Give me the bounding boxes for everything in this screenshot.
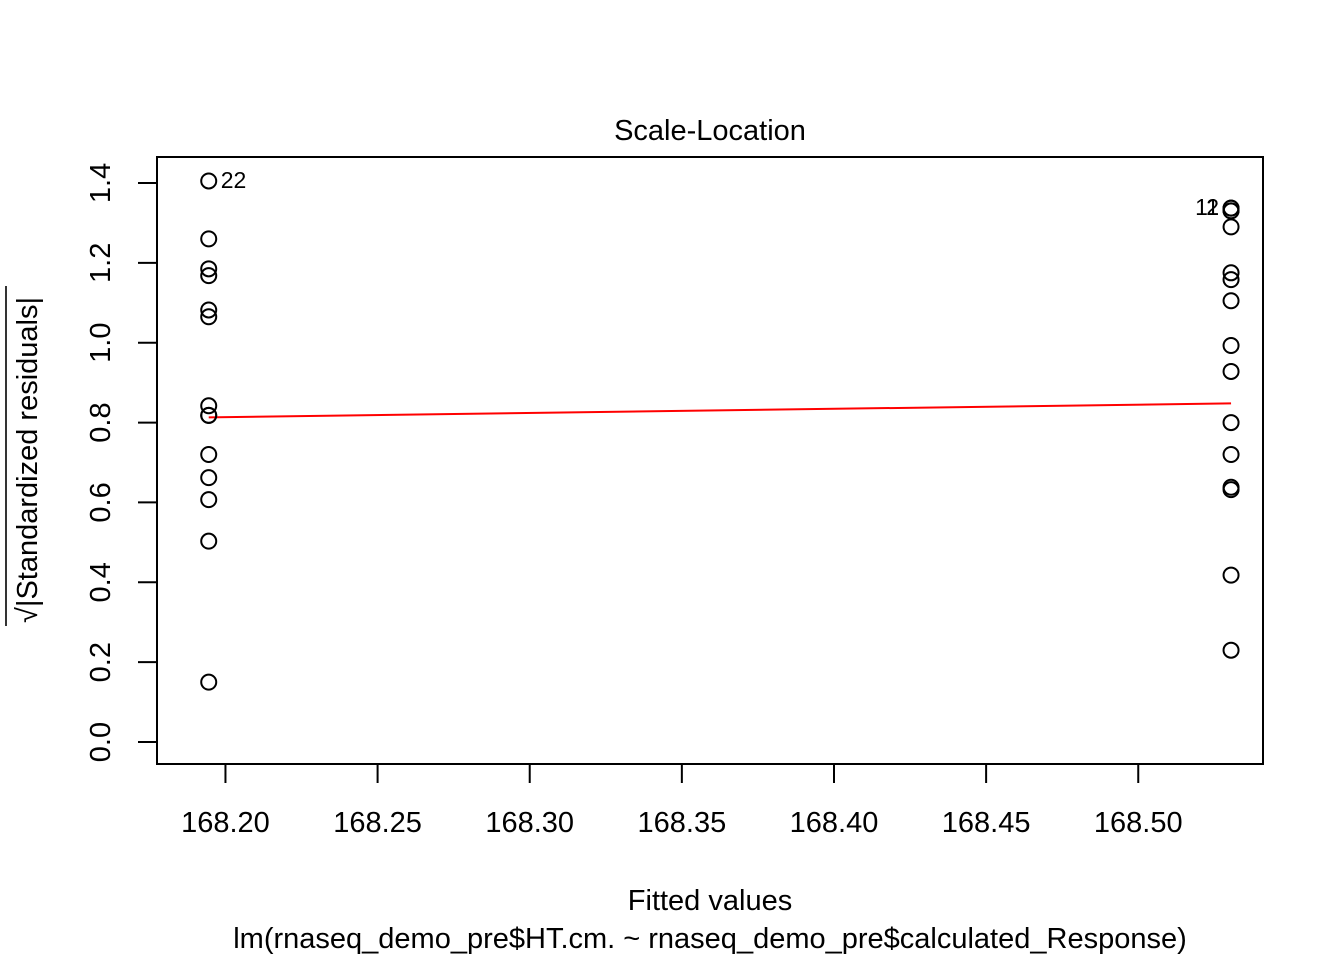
x-tick-label: 168.20: [181, 807, 270, 839]
data-point: [1222, 481, 1240, 499]
data-point: [1222, 218, 1240, 236]
data-point: [1222, 641, 1240, 659]
data-point: [200, 267, 218, 285]
data-point: [200, 406, 218, 424]
data-point: [200, 491, 218, 509]
data-point: [1222, 362, 1240, 380]
y-tick-label: 1.0: [85, 323, 117, 363]
data-point: [200, 308, 218, 326]
x-tick-label: 168.35: [638, 807, 727, 839]
data-point: [200, 230, 218, 248]
y-tick-label: 0.6: [85, 482, 117, 522]
y-axis-label-sqrt-symbol: √: [12, 607, 44, 623]
data-point: [1222, 292, 1240, 310]
data-point: [1222, 264, 1240, 282]
y-axis: 0.0 0.2 0.4 0.6 0.8 1.0 1.2 1.4: [85, 163, 158, 762]
smooth-line: [208, 402, 1232, 419]
point-label: 11: [1195, 194, 1219, 220]
data-points: [200, 172, 1240, 691]
y-tick-label: 0.4: [85, 562, 117, 602]
data-point: [200, 260, 218, 278]
x-tick-label: 168.40: [790, 807, 879, 839]
data-point: [1222, 336, 1240, 354]
y-tick-label: 0.2: [85, 642, 117, 682]
data-point: [1222, 271, 1240, 289]
svg-text:√|Standardized residuals|: √|Standardized residuals|: [12, 297, 44, 623]
y-tick-label: 1.2: [85, 243, 117, 283]
data-point: [1222, 202, 1240, 220]
x-tick-label: 168.45: [942, 807, 1031, 839]
plot-frame: [156, 156, 1264, 765]
data-point: [1222, 414, 1240, 432]
x-tick-label: 168.25: [333, 807, 422, 839]
y-tick-label: 0.0: [85, 722, 117, 762]
x-axis-label: Fitted values: [628, 885, 792, 917]
data-point: [200, 673, 218, 691]
data-point: [200, 446, 218, 464]
point-label: 2: [1206, 194, 1219, 220]
chart-title: Scale-Location: [614, 115, 806, 147]
data-point: [1222, 566, 1240, 584]
data-point: [1222, 446, 1240, 464]
y-tick-label: 1.4: [85, 163, 117, 203]
data-point: [200, 532, 218, 550]
x-tick-label: 168.30: [485, 807, 574, 839]
data-point: [200, 469, 218, 487]
point-label: 22: [221, 167, 247, 193]
data-point: [200, 301, 218, 319]
x-axis: 168.20 168.25 168.30 168.35 168.40 168.45 168.…: [181, 763, 1183, 839]
y-tick-label: 0.8: [85, 402, 117, 442]
model-formula-subtitle: lm(rnaseq_demo_pre$HT.cm. ~ rnaseq_demo_…: [233, 923, 1187, 955]
y-axis-label: |Standardized residuals|: [12, 297, 44, 607]
data-point: [200, 397, 218, 415]
x-tick-label: 168.50: [1094, 807, 1183, 839]
smooth-line-path: [208, 402, 1232, 419]
data-point: [200, 172, 218, 190]
